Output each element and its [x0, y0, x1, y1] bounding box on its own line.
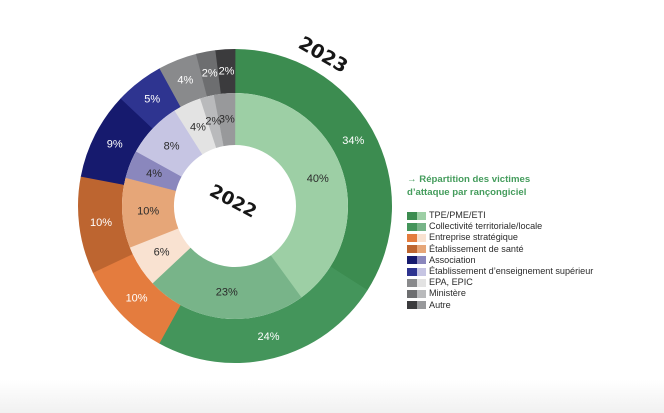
- swatch-2022: [416, 245, 426, 254]
- segment-2022-entreprise-strategique: [129, 228, 191, 284]
- segment-2023-epa-epic: [159, 53, 208, 107]
- swatch-2022: [416, 222, 426, 231]
- swatch-2022: [416, 278, 426, 287]
- legend-item-enseignement-superieur: Établissement d’enseignement supérieur: [407, 266, 657, 277]
- legend-item-autre: Autre: [407, 300, 657, 311]
- percent-label-2022-epa-epic: 4%: [190, 121, 206, 133]
- legend-label: Autre: [429, 299, 451, 310]
- legend-label: Entreprise stratégique: [429, 232, 518, 243]
- segment-2022-etablissement-d-enseignement-superieur: [135, 110, 203, 177]
- legend-label: Établissement d’enseignement supérieur: [429, 266, 594, 277]
- segment-2023-ministere: [195, 50, 222, 97]
- swatch-2023: [407, 222, 417, 231]
- segment-2022-autre: [213, 93, 236, 147]
- percent-label-2023-etablissement-de-sante: 10%: [90, 217, 112, 229]
- percent-label-2023-collectivite-territoriale-locale: 24%: [258, 331, 280, 343]
- segment-2022-ministere: [200, 94, 224, 148]
- segment-2023-autre: [215, 49, 236, 94]
- legend-item-ministere: Ministère: [407, 288, 657, 299]
- percent-label-2023-tpe-pme-eti: 34%: [342, 135, 364, 147]
- percent-label-2022-etablissement-de-sante: 10%: [137, 205, 159, 217]
- swatch-2023: [407, 278, 417, 287]
- percent-label-2022-entreprise-strategique: 6%: [154, 247, 170, 259]
- segment-2023-association: [80, 98, 153, 185]
- legend-title-line2: d’attaque par rançongiciel: [407, 187, 527, 198]
- legend-label: EPA, EPIC: [429, 277, 473, 288]
- legend-item-tpe: TPE/PME/ETI: [407, 210, 657, 221]
- percent-label-2022-ministere: 2%: [205, 116, 221, 128]
- ring-2022: [122, 93, 349, 319]
- segment-2022-collectivite-territoriale-locale: [152, 247, 302, 319]
- ring-2023: [77, 49, 392, 363]
- legend-item-epa-epic: EPA, EPIC: [407, 277, 657, 288]
- legend-label: Établissement de santé: [429, 243, 524, 254]
- segment-2022-epa-epic: [174, 98, 217, 155]
- legend-label: Collectivité territoriale/locale: [429, 221, 543, 232]
- legend: → Répartition des victimes d’attaque par…: [407, 173, 657, 311]
- percent-label-2023-epa-epic: 4%: [177, 74, 193, 86]
- swatch-2023: [407, 256, 417, 265]
- swatch-2022: [416, 233, 426, 242]
- swatch-2023: [407, 289, 417, 298]
- segment-2022-tpe-pme-eti: [235, 93, 349, 298]
- percent-label-2023-autre: 2%: [219, 65, 235, 77]
- legend-item-collectivite: Collectivité territoriale/locale: [407, 221, 657, 232]
- legend-label: Association: [429, 254, 476, 265]
- swatch-2022: [416, 267, 426, 276]
- segment-2023-etablissement-d-enseignement-superieur: [120, 68, 181, 129]
- percent-label-2023-association: 9%: [107, 139, 123, 151]
- swatch-2022: [416, 289, 426, 298]
- legend-item-entreprise-strategique: Entreprise stratégique: [407, 232, 657, 243]
- swatch-2023: [407, 211, 417, 220]
- legend-item-association: Association: [407, 255, 657, 266]
- swatch-2022: [416, 256, 426, 265]
- swatch-2022: [416, 301, 426, 310]
- segment-2022-association: [125, 151, 182, 191]
- legend-label: TPE/PME/ETI: [429, 210, 486, 221]
- legend-title: → Répartition des victimes d’attaque par…: [407, 173, 657, 199]
- percent-label-2023-entreprise-strategique: 10%: [126, 292, 148, 304]
- legend-item-sante: Établissement de santé: [407, 244, 657, 255]
- percent-label-2022-autre: 3%: [219, 113, 235, 125]
- percent-label-2023-etablissement-d-enseignement-superieur: 5%: [144, 93, 160, 105]
- percent-label-2022-association: 4%: [146, 168, 162, 180]
- swatch-2023: [407, 245, 417, 254]
- segment-2023-etablissement-de-sante: [77, 176, 133, 273]
- swatch-2023: [407, 301, 417, 310]
- swatch-2023: [407, 233, 417, 242]
- segment-2023-entreprise-strategique: [92, 253, 181, 344]
- legend-title-line1: → Répartition des victimes: [407, 174, 531, 185]
- swatch-2023: [407, 267, 417, 276]
- segment-2022-etablissement-de-sante: [122, 177, 179, 248]
- percent-label-2022-collectivite-territoriale-locale: 23%: [216, 287, 238, 299]
- segment-2023-collectivite-territoriale-locale: [159, 266, 368, 363]
- swatch-2022: [416, 211, 426, 220]
- segment-2023-tpe-pme-eti: [235, 49, 392, 291]
- percent-label-2022-tpe-pme-eti: 40%: [307, 173, 329, 185]
- legend-label: Ministère: [429, 288, 466, 299]
- percent-labels: 34%24%10%10%9%5%4%2% 2%40%23%6%10%4%8%4% 2…: [90, 65, 364, 342]
- percent-label-2022-etablissement-d-enseignement-superieur: 8%: [164, 140, 180, 152]
- percent-label-2023-ministere: 2%: [202, 67, 218, 79]
